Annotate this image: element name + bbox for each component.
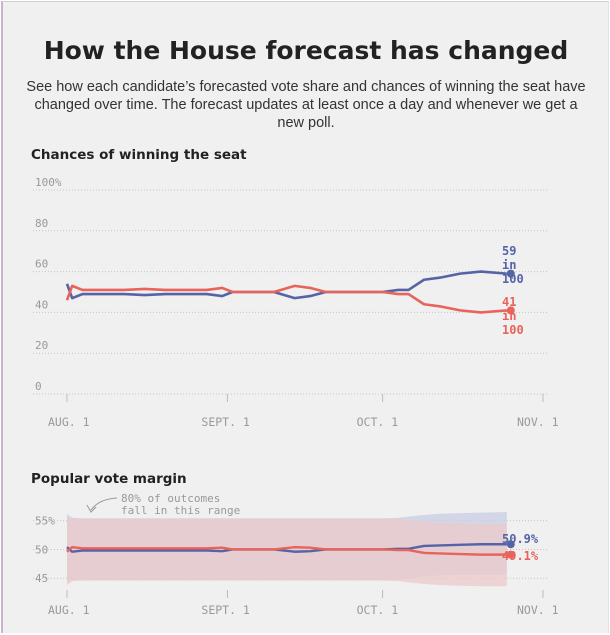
x-tick-label: OCT. 1	[357, 603, 399, 617]
series-line-1	[65, 284, 507, 314]
x-tick-label: SEPT. 1	[201, 603, 250, 617]
series-end-dot-1	[506, 550, 515, 559]
series-line-0	[66, 543, 507, 553]
x-tick-label: OCT. 1	[357, 415, 399, 429]
x-tick-label: NOV. 1	[517, 603, 559, 617]
end-label: in	[502, 309, 516, 323]
y-tick-label: 100%	[35, 176, 62, 189]
y-tick-label: 60	[35, 258, 48, 271]
end-label: 59	[502, 244, 516, 258]
annotation-arrow	[90, 497, 118, 511]
end-label: 50.9%	[502, 532, 539, 546]
x-tick-label: AUG. 1	[48, 603, 90, 617]
end-label: 49.1%	[502, 549, 539, 563]
y-tick-label: 40	[35, 298, 48, 311]
series-end-dot-1	[506, 306, 515, 315]
x-tick-label: NOV. 1	[517, 415, 559, 429]
annotation-arrowhead	[86, 504, 97, 513]
y-tick-label: 50	[35, 543, 48, 556]
chance-chart-title: Chances of winning the seat	[31, 147, 247, 163]
end-label: in	[502, 258, 516, 272]
end-label: 100	[502, 323, 524, 337]
vote-chart-title: Popular vote margin	[31, 471, 187, 487]
page-title: How the House forecast has changed	[43, 36, 569, 65]
y-tick-label: 45	[35, 572, 48, 585]
series-line-1	[66, 545, 507, 556]
y-tick-label: 20	[35, 339, 48, 352]
end-label: 100	[502, 272, 524, 286]
y-tick-label: 55%	[35, 515, 55, 528]
page-subtitle: See how each candidate’s forecasted vote…	[26, 79, 586, 131]
series-line-0	[65, 270, 507, 300]
series-end-dot-0	[506, 269, 515, 278]
end-label: 41	[502, 295, 516, 309]
charts-svg: 100% 80 60 40 20 0 AUG. 1 SEPT. 1 OCT. 1 NOV. 1 59…	[33, 176, 559, 617]
x-tick-label: SEPT. 1	[201, 415, 250, 429]
x-tick-label: AUG. 1	[48, 415, 90, 429]
y-tick-label: 80	[35, 217, 48, 230]
annotation-text: 80% of outcomes	[121, 492, 220, 505]
y-tick-label: 0	[35, 380, 42, 393]
annotation-text: fall in this range	[121, 504, 240, 517]
series-end-dot-0	[506, 540, 515, 549]
